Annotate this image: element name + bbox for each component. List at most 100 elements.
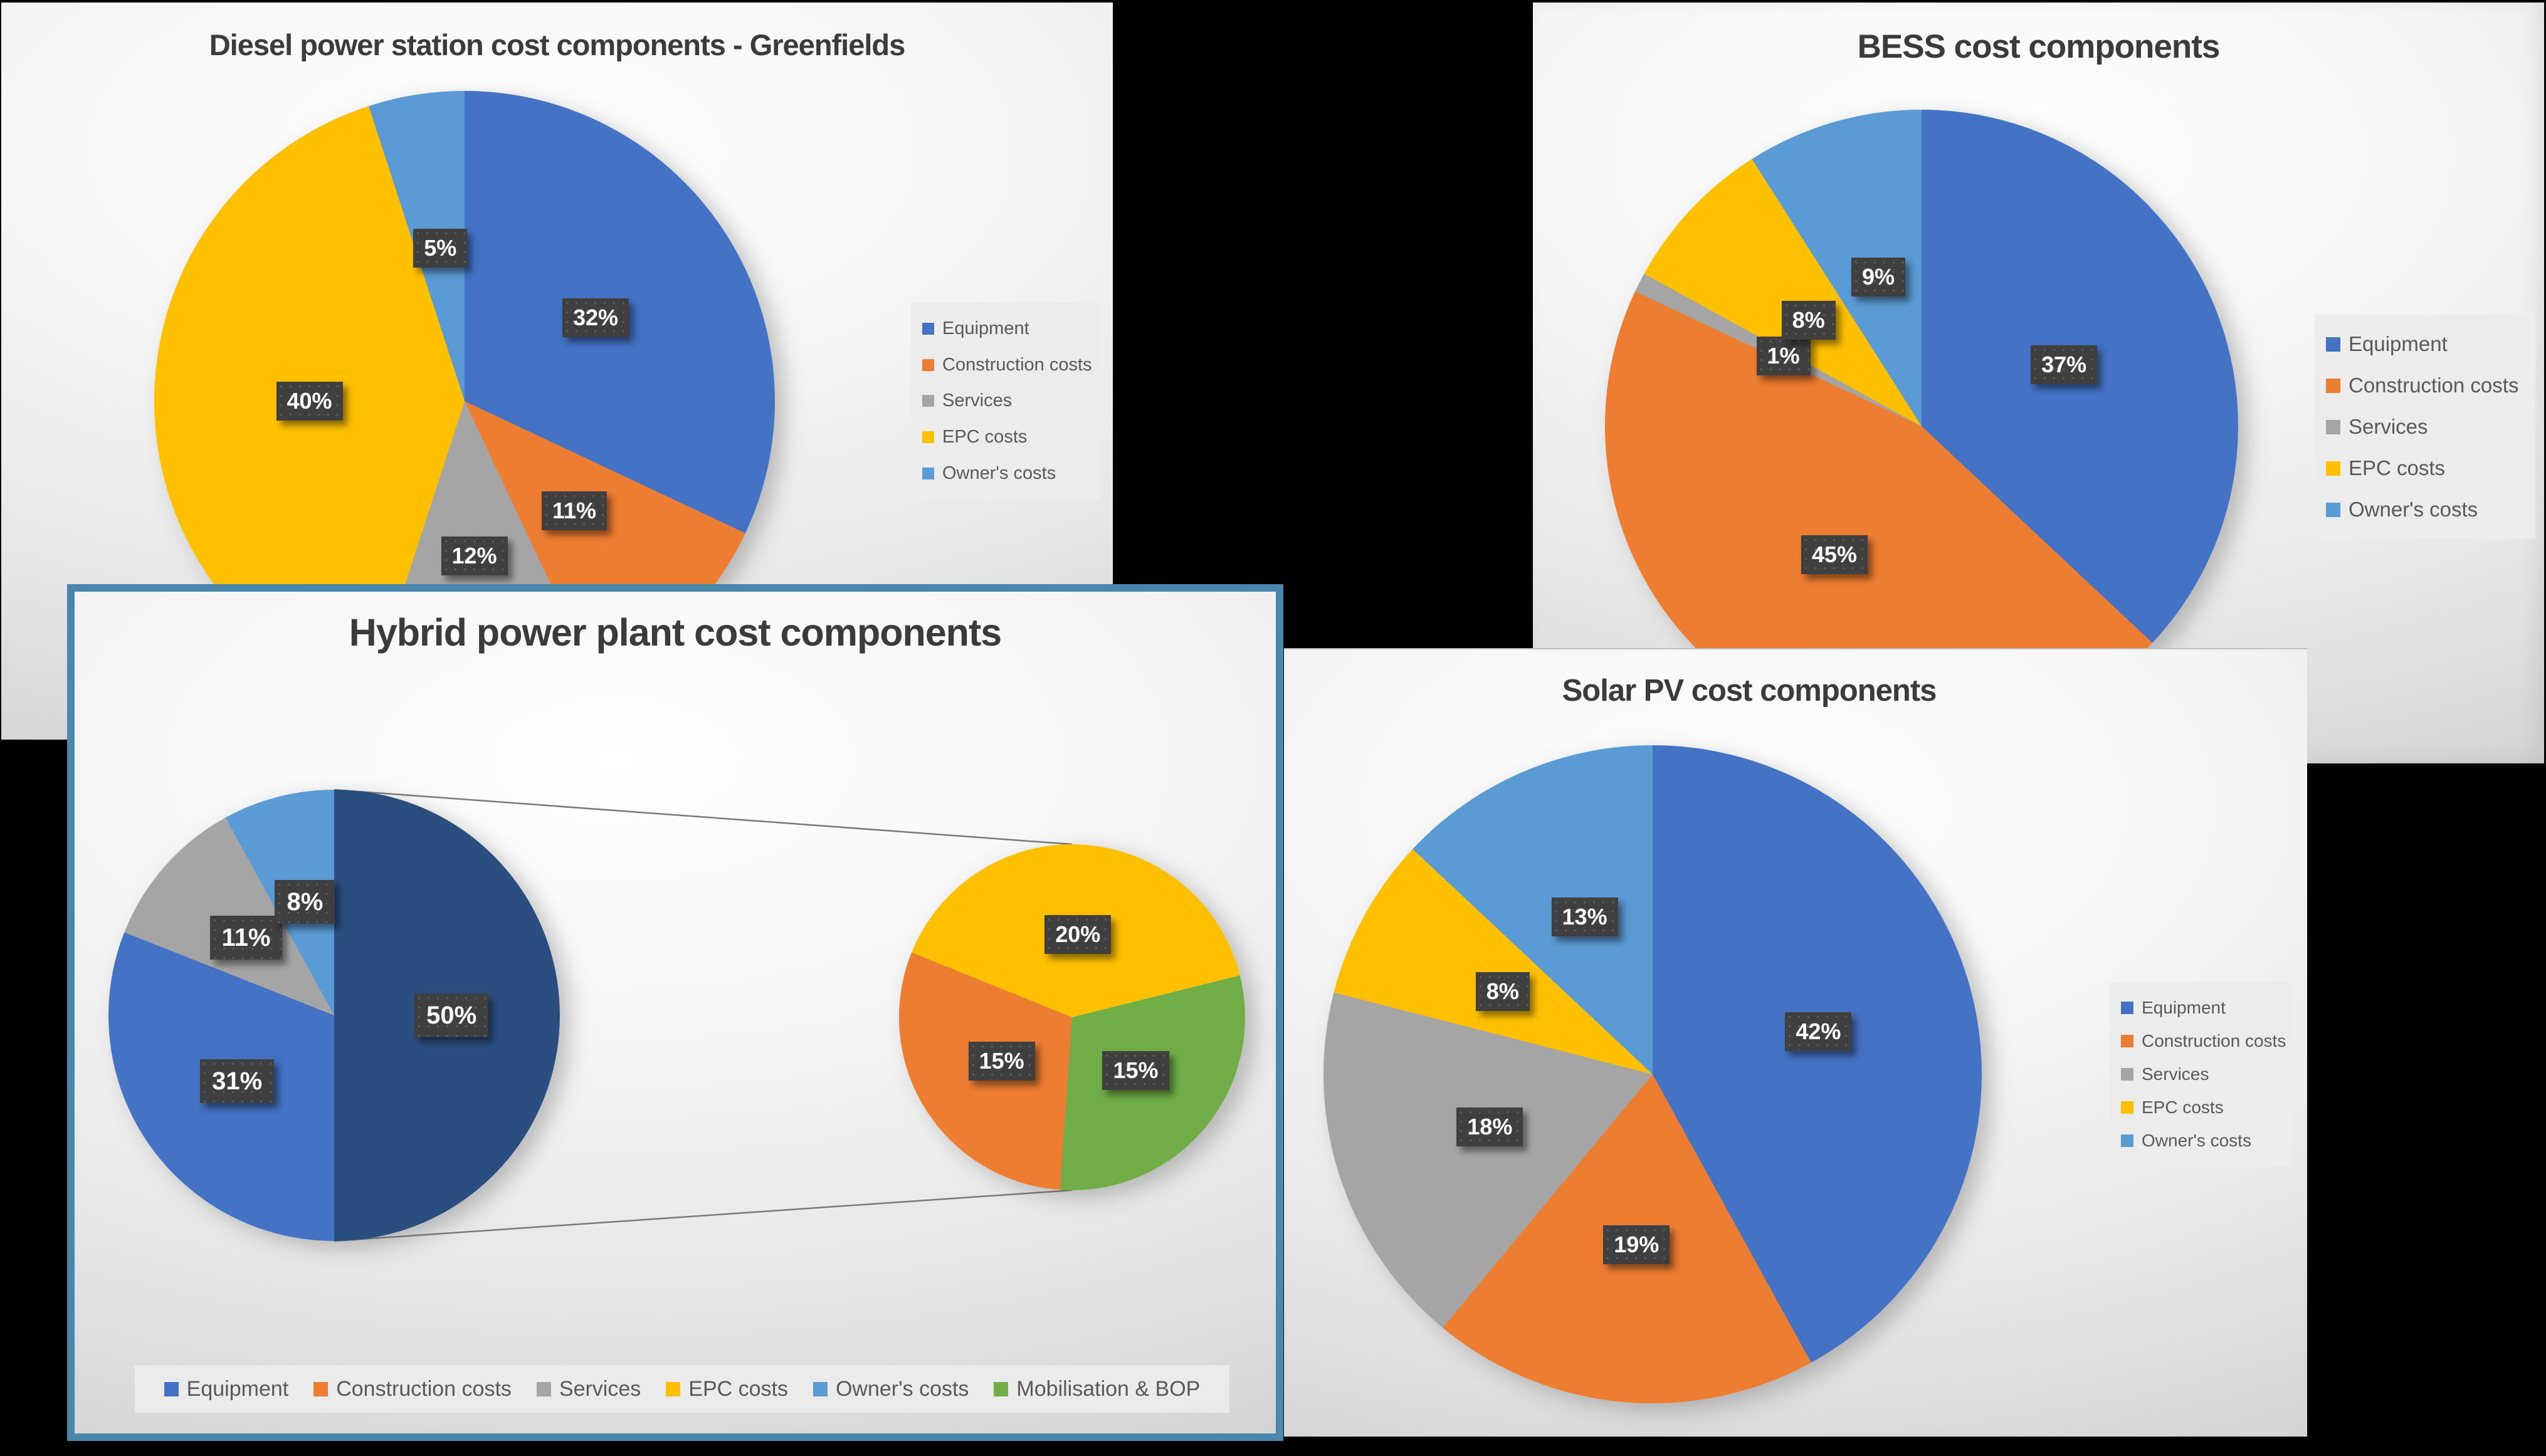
- legend-item-epc-costs: EPC costs: [922, 427, 1089, 448]
- legend-item-equipment: Equipment: [922, 318, 1089, 339]
- legend-color-swatch-icon: [164, 1381, 179, 1396]
- legend-item-epc-costs: EPC costs: [2121, 1097, 2281, 1118]
- bess-data-label-equipment: 37%: [2031, 345, 2098, 384]
- legend-item-label: Equipment: [2142, 997, 2226, 1017]
- hybrid-legend: Equipment Construction costs Services EPC c…: [135, 1365, 1229, 1413]
- legend-item-label: Equipment: [186, 1376, 289, 1401]
- solar-data-label-owner-s-costs: 13%: [1551, 898, 1618, 937]
- legend-color-swatch-icon: [994, 1381, 1009, 1396]
- bess-chart-title: BESS cost components: [1857, 28, 2221, 65]
- legend-color-swatch-icon: [2121, 1001, 2133, 1014]
- hybrid-chart-title: Hybrid power plant cost components: [349, 611, 1002, 654]
- solar-data-label-epc-costs: 8%: [1475, 972, 1530, 1012]
- legend-color-swatch-icon: [813, 1381, 828, 1396]
- bess-chart-panel: BESS cost components Equipment Constructi…: [1533, 3, 2544, 763]
- bess-legend: Equipment Construction costs Services EPC c…: [2315, 315, 2535, 539]
- legend-item-label: Services: [2142, 1064, 2209, 1084]
- hybrid-main-pie: [108, 790, 560, 1241]
- legend-item-label: EPC costs: [688, 1376, 788, 1401]
- legend-color-swatch-icon: [2121, 1101, 2133, 1114]
- legend-color-swatch-icon: [2121, 1034, 2133, 1047]
- legend-color-swatch-icon: [2326, 337, 2340, 352]
- legend-item-owner-s-costs: Owner's costs: [2121, 1131, 2281, 1151]
- legend-color-swatch-icon: [313, 1381, 329, 1396]
- legend-item-services: Services: [536, 1376, 641, 1401]
- solar-pv-chart-panel: Solar PV cost components Equipment Constr…: [1284, 648, 2307, 1437]
- legend-item-label: Owner's costs: [2142, 1131, 2251, 1151]
- diesel-data-label-equipment: 32%: [562, 298, 629, 338]
- legend-item-owner-s-costs: Owner's costs: [2326, 498, 2524, 521]
- legend-color-swatch-icon: [922, 467, 934, 479]
- legend-color-swatch-icon: [666, 1381, 681, 1396]
- legend-item-owner-s-costs: Owner's costs: [813, 1377, 969, 1401]
- legend-item-services: Services: [2121, 1064, 2281, 1084]
- legend-item-mobilisation-bop: Mobilisation & BOP: [994, 1377, 1200, 1401]
- solar-data-label-services: 18%: [1456, 1108, 1523, 1147]
- legend-item-label: Construction costs: [942, 354, 1092, 375]
- bess-data-label-epc-costs: 8%: [1781, 300, 1836, 340]
- legend-color-swatch-icon: [2326, 378, 2340, 393]
- legend-item-label: EPC costs: [942, 427, 1028, 448]
- legend-item-label: Equipment: [2349, 332, 2448, 355]
- legend-item-epc-costs: EPC costs: [2326, 456, 2524, 480]
- legend-item-label: Construction costs: [2142, 1030, 2286, 1050]
- legend-item-label: Owner's costs: [942, 463, 1056, 483]
- legend-item-equipment: Equipment: [164, 1376, 289, 1401]
- legend-item-label: Owner's costs: [835, 1376, 969, 1401]
- legend-item-construction-costs: Construction costs: [2121, 1031, 2286, 1051]
- solar-pv-legend: Equipment Construction costs Services EPC c…: [2110, 982, 2293, 1166]
- diesel-legend: Equipment Construction costs Services EPC c…: [911, 302, 1100, 500]
- diesel-chart-title: Diesel power station cost components - G…: [209, 28, 906, 61]
- hybrid-secondary-pie: [899, 844, 1245, 1190]
- legend-item-label: Services: [2349, 415, 2428, 438]
- hybrid_main-data-label-equipment: 31%: [200, 1059, 275, 1104]
- legend-color-swatch-icon: [922, 323, 934, 335]
- diesel-data-label-epc-costs: 40%: [276, 382, 343, 421]
- solar-pv-pie: [1323, 745, 1982, 1403]
- bess-data-label-services: 1%: [1756, 336, 1811, 375]
- legend-item-epc-costs: EPC costs: [666, 1377, 788, 1401]
- legend-item-owner-s-costs: Owner's costs: [922, 463, 1089, 484]
- diesel-data-label-services: 12%: [441, 537, 508, 575]
- legend-item-label: EPC costs: [2142, 1097, 2224, 1118]
- solar-pv-chart-title: Solar PV cost components: [1562, 674, 1937, 708]
- hybrid_main-data-label-owner-s-costs: 8%: [275, 879, 335, 924]
- bess-pie: [1605, 110, 2238, 743]
- legend-color-swatch-icon: [922, 431, 934, 444]
- legend-item-label: Owner's costs: [2349, 498, 2478, 521]
- legend-item-construction-costs: Construction costs: [922, 354, 1092, 375]
- hybrid_secondary-data-label-epc-costs: 20%: [1044, 914, 1112, 954]
- legend-item-equipment: Equipment: [2121, 998, 2281, 1018]
- legend-item-label: Construction costs: [336, 1376, 512, 1401]
- legend-color-swatch-icon: [2326, 502, 2340, 517]
- hybrid_main-data-label-other-shown-in-secondary-pie-: 50%: [414, 993, 489, 1037]
- hybrid_secondary-data-label-construction-costs: 15%: [968, 1042, 1035, 1081]
- legend-color-swatch-icon: [2121, 1067, 2133, 1081]
- legend-item-services: Services: [2326, 415, 2524, 439]
- bess-data-label-owner-s-costs: 9%: [1851, 258, 1905, 297]
- legend-color-swatch-icon: [922, 395, 934, 407]
- legend-color-swatch-icon: [2121, 1134, 2133, 1148]
- diesel-data-label-owner-s-costs: 5%: [413, 228, 468, 268]
- legend-item-construction-costs: Construction costs: [2326, 374, 2524, 397]
- legend-color-swatch-icon: [2326, 419, 2340, 434]
- legend-color-swatch-icon: [2326, 461, 2340, 476]
- legend-item-label: Services: [559, 1376, 641, 1401]
- legend-item-label: Mobilisation & BOP: [1016, 1376, 1201, 1401]
- legend-item-label: Equipment: [942, 318, 1029, 339]
- legend-color-swatch-icon: [536, 1381, 551, 1396]
- solar-data-label-equipment: 42%: [1785, 1012, 1852, 1052]
- hybrid_main-data-label-services: 11%: [209, 916, 283, 960]
- legend-item-construction-costs: Construction costs: [313, 1377, 512, 1401]
- bess-data-label-construction-costs: 45%: [1801, 535, 1868, 574]
- solar-data-label-construction-costs: 19%: [1603, 1225, 1670, 1264]
- diesel-data-label-construction-costs: 11%: [541, 491, 608, 530]
- legend-item-services: Services: [922, 390, 1089, 411]
- legend-item-label: Services: [942, 390, 1013, 411]
- legend-color-swatch-icon: [922, 359, 934, 371]
- legend-item-label: EPC costs: [2349, 456, 2446, 479]
- legend-item-label: Construction costs: [2349, 374, 2519, 397]
- hybrid-chart-panel: Hybrid power plant cost components Equip…: [67, 584, 1283, 1441]
- legend-item-equipment: Equipment: [2326, 332, 2524, 356]
